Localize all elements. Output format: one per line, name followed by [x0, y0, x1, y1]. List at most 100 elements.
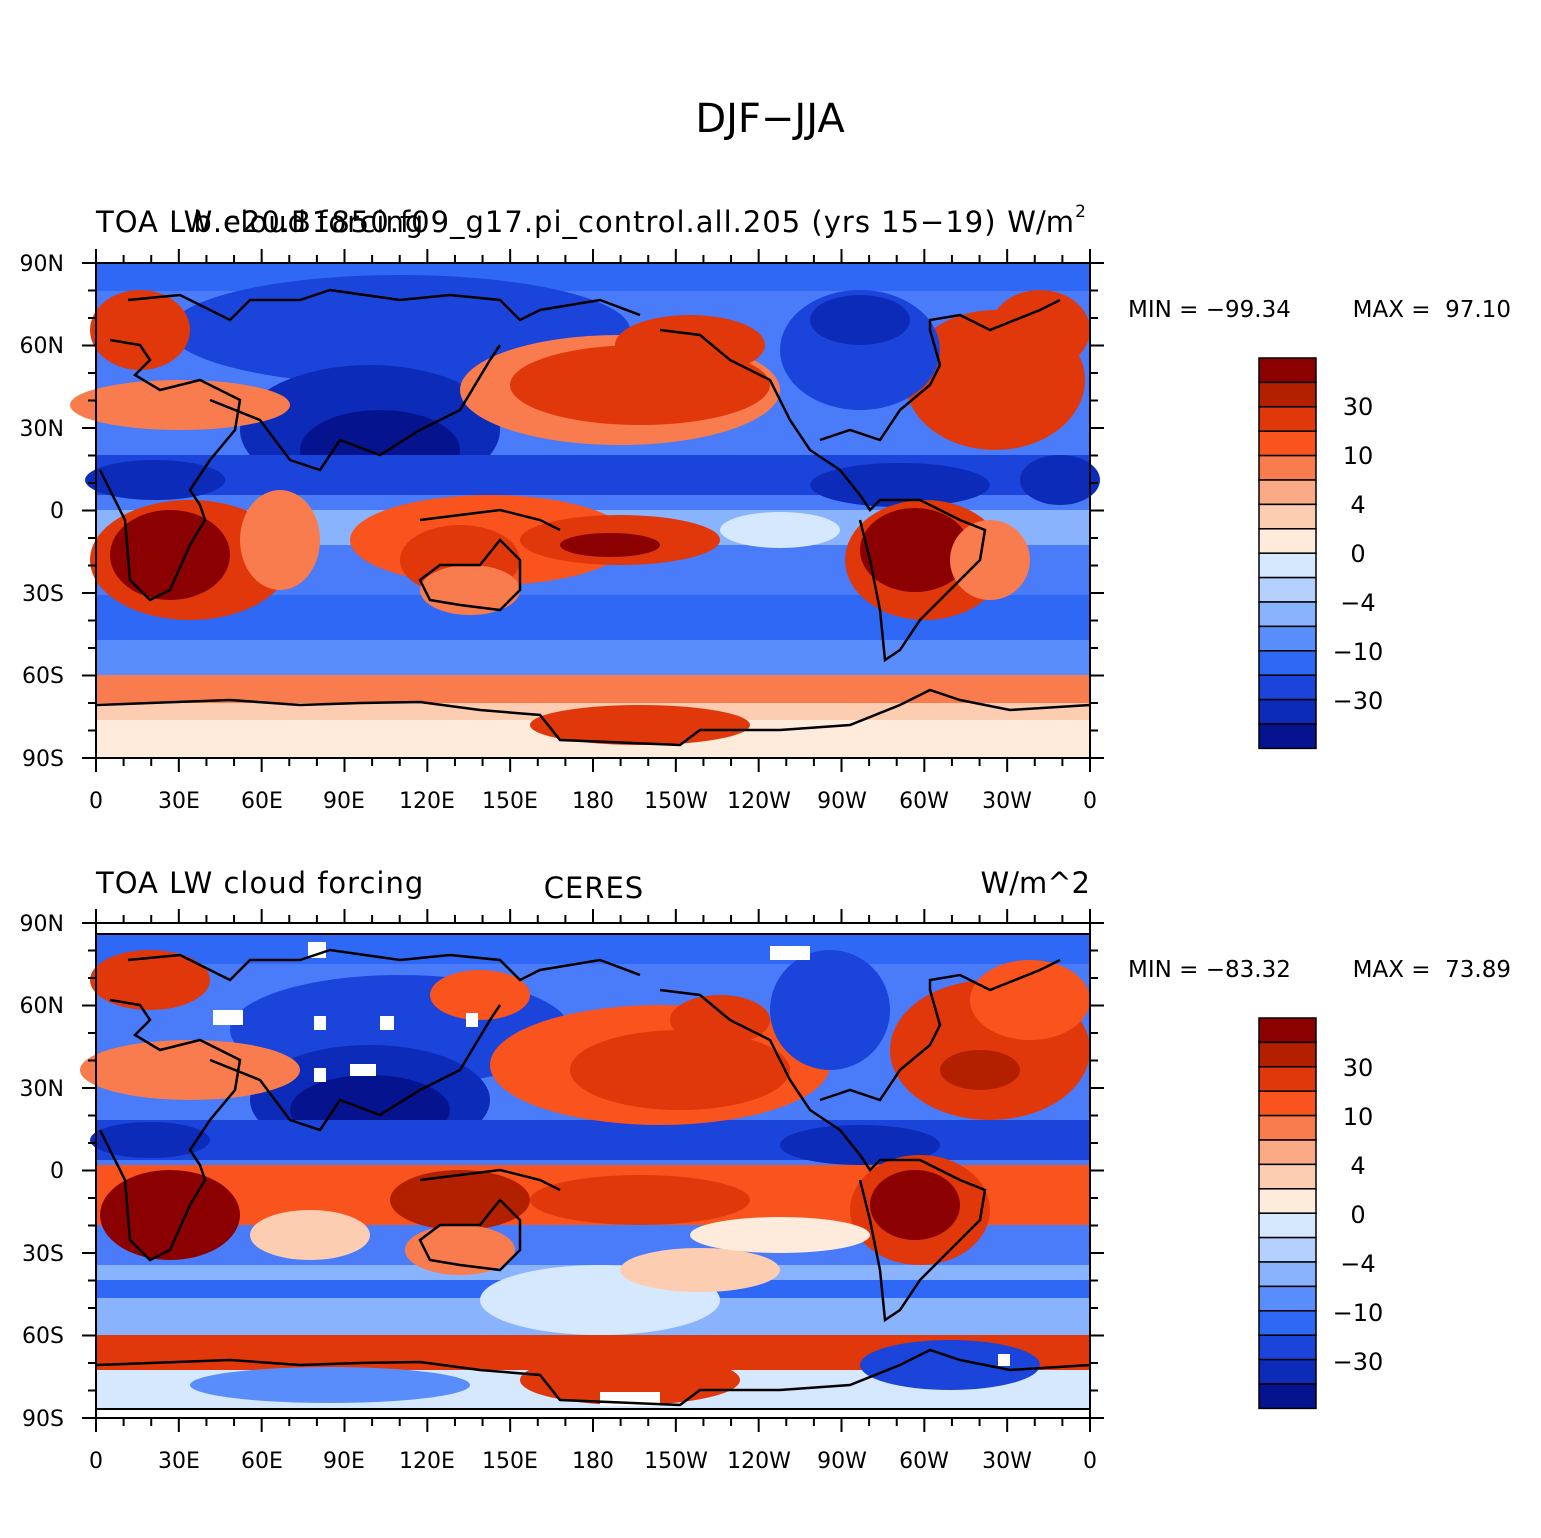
lat-label-0: 0: [50, 499, 64, 524]
lon-label: 150W: [644, 1449, 708, 1474]
lon-label: 120E: [399, 1449, 455, 1474]
colorbar-swatch: [1258, 552, 1317, 579]
colorbar-swatch: [1258, 1236, 1317, 1263]
panel-1-colorbar: [1258, 357, 1317, 750]
colorbar-swatch: [1258, 1090, 1317, 1117]
lat-label-60n: 60N: [20, 334, 64, 359]
lon-label: 120W: [727, 789, 791, 814]
colorbar-swatch: [1258, 1041, 1317, 1068]
colorbar-swatch: [1258, 674, 1317, 701]
colorbar-swatch: [1258, 1066, 1317, 1092]
panel-1-lat-labels: 90N 60N 30N 0 30S 60S 90S: [20, 252, 64, 772]
colorbar-label: −10: [1333, 1299, 1384, 1327]
panel-2-min-label: MIN = −83.32: [1128, 957, 1291, 983]
panel-2-colorbar-labels: 30 10 4 0 −4 −10 −30: [1333, 1054, 1384, 1376]
lon-label: 120W: [727, 1449, 791, 1474]
lat-label-30n: 30N: [20, 417, 64, 442]
colorbar-swatch: [1258, 723, 1317, 750]
lon-label: 60W: [899, 1449, 949, 1474]
panel-2-lon-labels: 0 30E 60E 90E 120E 150E 180 150W 120W 90…: [89, 1449, 1097, 1474]
panel-1-colorbar-labels: 30 10 4 0 −4 −10 −30: [1333, 393, 1384, 715]
lat-label-60n: 60N: [20, 994, 64, 1019]
colorbar-swatch: [1258, 576, 1317, 603]
panel-2-max-label: MAX = 73.89: [1353, 957, 1511, 983]
colorbar-swatch: [1258, 650, 1317, 676]
colorbar-label: 4: [1350, 1152, 1365, 1180]
lat-label-30s: 30S: [22, 582, 64, 607]
colorbar-label: −30: [1333, 687, 1384, 715]
colorbar-label: 30: [1343, 1054, 1374, 1082]
colorbar-label: 10: [1343, 442, 1374, 470]
field-blobs: [80, 934, 1090, 1409]
colorbar-swatch: [1258, 1334, 1317, 1361]
lon-label: 30E: [158, 789, 200, 814]
colorbar-swatch: [1258, 381, 1317, 408]
coastlines: [95, 948, 1091, 1407]
panel-2-left-title: TOA LW cloud forcing: [95, 866, 424, 900]
lon-label: 60E: [241, 789, 283, 814]
panel-2-ticks: [82, 909, 1104, 1432]
colorbar-swatch: [1258, 1212, 1317, 1239]
colorbar-label: 4: [1350, 491, 1365, 519]
colorbar-swatch: [1258, 1310, 1317, 1336]
lat-label-90s: 90S: [22, 1407, 64, 1432]
colorbar-swatch: [1258, 357, 1317, 384]
colorbar-label: 30: [1343, 393, 1374, 421]
panel-1-center-title: b.e20.B1850.f09_g17.pi_control.all.205 (…: [193, 205, 996, 239]
colorbar-label: 0: [1350, 540, 1365, 568]
field-blobs: [70, 263, 1100, 758]
panel-1-map: [70, 249, 1104, 772]
lon-label: 0: [1083, 1449, 1097, 1474]
colorbar-swatch: [1258, 1017, 1317, 1044]
panel-1-units-superscript: 2: [1075, 202, 1086, 222]
colorbar-swatch: [1258, 503, 1317, 530]
colorbar-label: −4: [1340, 1250, 1375, 1278]
panel-1-units: W/m: [1007, 205, 1074, 239]
colorbar-swatch: [1258, 479, 1317, 506]
lon-label: 90W: [817, 1449, 867, 1474]
figure-title: DJF−JJA: [695, 96, 845, 142]
colorbar-swatch: [1258, 454, 1317, 481]
lon-label: 60E: [241, 1449, 283, 1474]
lon-label: 90W: [817, 789, 867, 814]
colorbar-label: −4: [1340, 589, 1375, 617]
lat-label-90s: 90S: [22, 747, 64, 772]
coastlines: [95, 288, 1091, 747]
lon-label: 30W: [982, 1449, 1032, 1474]
colorbar-swatch: [1258, 1188, 1317, 1214]
panel-1-max-label: MAX = 97.10: [1353, 297, 1511, 323]
panel-2: TOA LW cloud forcing CERES W/m^2: [20, 866, 1511, 1474]
lat-label-90n: 90N: [20, 252, 64, 277]
lat-label-90n: 90N: [20, 912, 64, 937]
colorbar-swatch: [1258, 1114, 1317, 1141]
colorbar-swatch: [1258, 1383, 1317, 1410]
colorbar-swatch: [1258, 1139, 1317, 1166]
lon-label: 150W: [644, 789, 708, 814]
lat-label-30s: 30S: [22, 1242, 64, 1267]
panel-2-units: W/m^2: [981, 866, 1090, 900]
panel-2-lat-labels: 90N 60N 30N 0 30S 60S 90S: [20, 912, 64, 1432]
lon-label: 180: [572, 789, 614, 814]
panel-1-ticks: [82, 249, 1104, 772]
panel-2-map: [80, 933, 1091, 1410]
panel-2-frame-ticks: [82, 909, 1104, 1432]
colorbar-swatch: [1258, 601, 1317, 628]
lat-label-60s: 60S: [22, 664, 64, 689]
lat-label-0: 0: [50, 1159, 64, 1184]
colorbar-label: 0: [1350, 1201, 1365, 1229]
colorbar-swatch: [1258, 1285, 1317, 1312]
colorbar-swatch: [1258, 1358, 1317, 1385]
lon-label: 180: [572, 1449, 614, 1474]
colorbar-label: −10: [1333, 638, 1384, 666]
panel-2-center-title: CERES: [544, 871, 644, 905]
lon-label: 150E: [482, 1449, 538, 1474]
panel-1: TOA LW cloud forcing b.e20.B1850.f09_g17…: [20, 202, 1511, 814]
lat-label-30n: 30N: [20, 1077, 64, 1102]
lon-label: 0: [1083, 789, 1097, 814]
lon-label: 120E: [399, 789, 455, 814]
colorbar-label: −30: [1333, 1348, 1384, 1376]
lon-label: 0: [89, 1449, 103, 1474]
lon-label: 30W: [982, 789, 1032, 814]
panel-2-colorbar: [1258, 1017, 1317, 1410]
panel-1-lon-labels: 0 30E 60E 90E 120E 150E 180 150W 120W 90…: [89, 789, 1097, 814]
